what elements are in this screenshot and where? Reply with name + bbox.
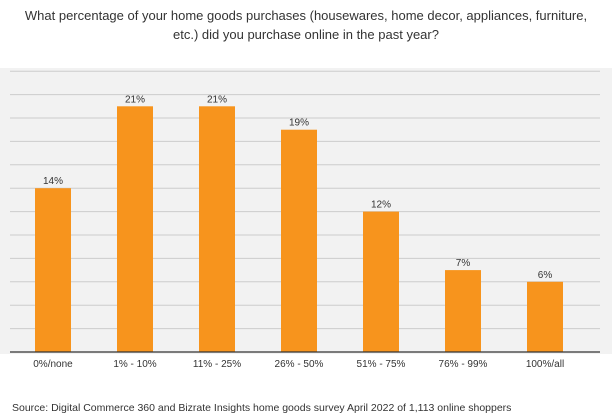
bar bbox=[35, 188, 71, 352]
data-label: 14% bbox=[43, 176, 63, 187]
chart-title-line-1: What percentage of your home goods purch… bbox=[24, 8, 588, 23]
data-labels: 14% 21% 21% 19% 12% 7% 6% bbox=[43, 94, 552, 280]
bar bbox=[117, 106, 153, 352]
x-tick-label: 100%/all bbox=[526, 359, 564, 370]
data-label: 21% bbox=[207, 94, 227, 105]
bar bbox=[281, 129, 317, 352]
bars bbox=[35, 106, 563, 352]
source-note: Source: Digital Commerce 360 and Bizrate… bbox=[12, 402, 512, 414]
x-tick-label: 51% - 75% bbox=[357, 359, 406, 370]
x-tick-label: 1% - 10% bbox=[113, 359, 156, 370]
bar bbox=[199, 106, 235, 352]
data-label: 6% bbox=[538, 270, 553, 281]
x-tick-label: 11% - 25% bbox=[193, 359, 241, 370]
data-label: 19% bbox=[289, 118, 309, 129]
x-tick-label: 0%/none bbox=[33, 359, 73, 370]
x-tick-label: 76% - 99% bbox=[439, 359, 488, 370]
data-label: 12% bbox=[371, 200, 391, 211]
chart-title-line-2: etc.) did you purchase online in the pas… bbox=[173, 27, 439, 42]
chart-title: What percentage of your home goods purch… bbox=[0, 6, 612, 44]
data-label: 7% bbox=[456, 258, 471, 269]
x-tick-label: 26% - 50% bbox=[275, 359, 324, 370]
bar bbox=[445, 270, 481, 352]
bar bbox=[363, 211, 399, 352]
bar bbox=[527, 281, 563, 352]
data-label: 21% bbox=[125, 94, 145, 105]
x-axis: 0%/none 1% - 10% 11% - 25% 26% - 50% 51% - 7… bbox=[10, 351, 600, 370]
